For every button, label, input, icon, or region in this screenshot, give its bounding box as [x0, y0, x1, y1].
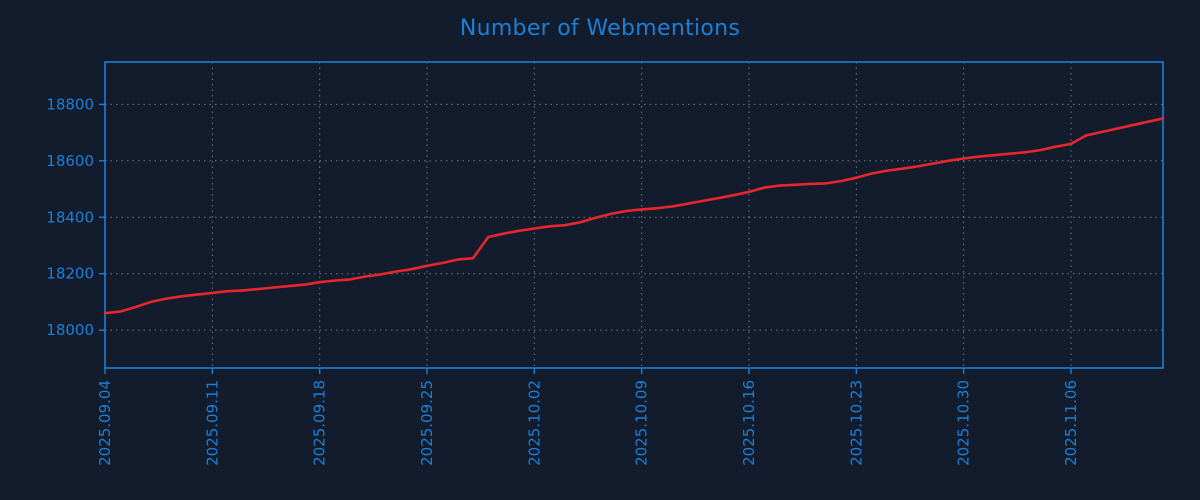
y-tick-label: 18400: [46, 208, 94, 226]
x-tick-label: 2025.09.11: [203, 380, 221, 466]
y-tick-label: 18200: [46, 265, 94, 283]
x-tick-label: 2025.10.02: [525, 380, 543, 466]
series-line-webmentions: [103, 117, 1165, 315]
x-tick-label: 2025.09.25: [418, 380, 436, 466]
y-tick-label: 18600: [46, 152, 94, 170]
x-tick-label: 2025.10.16: [740, 380, 758, 466]
x-tick-label: 2025.09.04: [96, 380, 114, 466]
x-tick-label: 2025.10.23: [847, 380, 865, 466]
x-tick-label: 2025.11.06: [1062, 380, 1080, 466]
plot-border: [104, 61, 1164, 369]
x-tick-label: 2025.10.09: [633, 380, 651, 466]
x-tick-label: 2025.10.30: [955, 380, 973, 466]
plot-area: 18000 18200 18400 18600 18800 2025.09.04 2025.…: [46, 61, 1165, 466]
chart-title: Number of Webmentions: [459, 16, 741, 41]
y-tick-label: 18800: [46, 95, 94, 113]
x-tick-label: 2025.09.18: [311, 380, 329, 466]
y-tick-label: 18000: [46, 321, 94, 339]
